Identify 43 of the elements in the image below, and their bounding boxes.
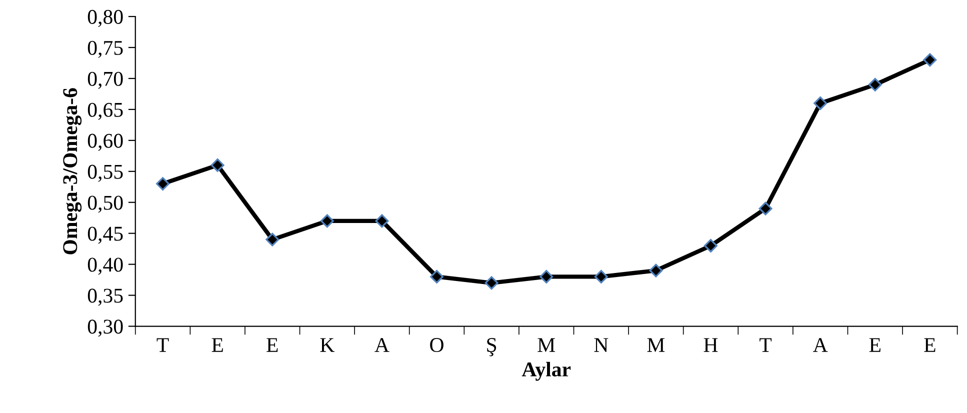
point <box>814 96 828 110</box>
point <box>210 158 224 172</box>
x-tick-label: M <box>538 338 556 352</box>
point <box>430 270 444 284</box>
point <box>375 214 389 228</box>
x-tick-label: E <box>869 338 880 352</box>
y-tick-label: 0,50 <box>88 196 123 213</box>
y-tick-label: 0,45 <box>88 226 123 244</box>
x-tick-label: A <box>813 338 828 352</box>
y-tick-label: 0,80 <box>88 10 123 27</box>
x-tick-label: E <box>924 338 936 352</box>
x-tick-label: E <box>212 338 223 352</box>
point <box>923 53 937 67</box>
point <box>758 202 772 216</box>
x-axis-title: Aylar <box>522 362 571 381</box>
point <box>594 270 608 284</box>
point <box>704 239 718 252</box>
point <box>266 232 280 246</box>
point <box>484 276 498 290</box>
y-tick-label: 0,75 <box>88 40 123 58</box>
y-tick-label: 0,40 <box>88 258 123 275</box>
point <box>868 78 882 92</box>
y-axis-title: Omega-3/Omega-6 <box>63 88 82 254</box>
y-tick-label: 0,55 <box>88 164 123 182</box>
y-tick-label: 0,35 <box>88 288 123 306</box>
y-tick-label: 0,70 <box>88 72 123 89</box>
x-tick-label: Ş <box>487 338 496 356</box>
x-tick-label: T <box>156 338 169 352</box>
point <box>156 177 170 191</box>
x-tick-label: E <box>266 338 278 352</box>
y-tick-label: 0,65 <box>88 102 123 120</box>
point <box>649 264 663 278</box>
x-tick-label: O <box>430 338 444 352</box>
point <box>320 214 334 228</box>
x-tick-label: N <box>594 338 608 352</box>
y-tick-label: 0,30 <box>88 320 123 337</box>
x-tick-label: H <box>704 338 718 352</box>
y-tick-label: 0,60 <box>88 134 123 151</box>
x-tick-label: A <box>374 338 390 352</box>
x-tick-label: M <box>647 338 665 352</box>
x-tick-label: K <box>320 338 334 352</box>
x-tick-label: T <box>760 338 772 352</box>
point <box>540 270 554 284</box>
